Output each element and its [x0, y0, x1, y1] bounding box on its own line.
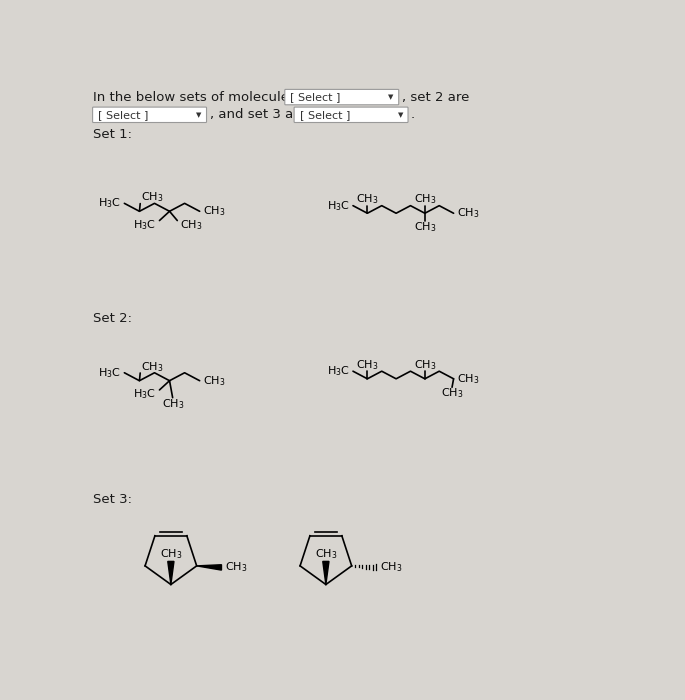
Text: Set 1:: Set 1: [93, 127, 132, 141]
Text: $\mathregular{H_3C}$: $\mathregular{H_3C}$ [99, 197, 121, 210]
Polygon shape [168, 561, 174, 584]
Text: $\mathregular{CH_3}$: $\mathregular{CH_3}$ [203, 374, 225, 388]
Text: $\mathregular{CH_3}$: $\mathregular{CH_3}$ [414, 220, 436, 234]
Text: $\mathregular{H_3C}$: $\mathregular{H_3C}$ [99, 366, 121, 379]
Text: In the below sets of molecules, set 1 are: In the below sets of molecules, set 1 ar… [93, 90, 364, 104]
Text: $\mathregular{CH_3}$: $\mathregular{CH_3}$ [203, 204, 225, 218]
Text: $\mathregular{CH_3}$: $\mathregular{CH_3}$ [414, 358, 436, 372]
Text: $\mathregular{CH_3}$: $\mathregular{CH_3}$ [414, 193, 436, 206]
Text: $\mathregular{CH_3}$: $\mathregular{CH_3}$ [160, 547, 182, 561]
Polygon shape [323, 561, 329, 584]
Text: $\mathregular{CH_3}$: $\mathregular{CH_3}$ [356, 193, 379, 206]
FancyBboxPatch shape [285, 90, 399, 105]
Text: $\mathregular{CH_3}$: $\mathregular{CH_3}$ [314, 547, 337, 561]
Text: $\mathregular{CH_3}$: $\mathregular{CH_3}$ [379, 561, 402, 574]
Text: [ Select ]: [ Select ] [98, 110, 149, 120]
Text: $\mathregular{CH_3}$: $\mathregular{CH_3}$ [180, 218, 203, 232]
Text: $\mathregular{CH_3}$: $\mathregular{CH_3}$ [141, 360, 164, 374]
FancyBboxPatch shape [294, 107, 408, 122]
Text: $\mathregular{CH_3}$: $\mathregular{CH_3}$ [440, 386, 463, 400]
Text: ▼: ▼ [397, 112, 403, 118]
Text: [ Select ]: [ Select ] [299, 110, 350, 120]
Text: $\mathregular{CH_3}$: $\mathregular{CH_3}$ [141, 190, 164, 204]
Polygon shape [197, 565, 221, 570]
Text: $\mathregular{H_3C}$: $\mathregular{H_3C}$ [327, 364, 350, 378]
Text: $\mathregular{CH_3}$: $\mathregular{CH_3}$ [225, 561, 247, 574]
Text: .: . [411, 108, 415, 121]
Text: , set 2 are: , set 2 are [402, 90, 469, 104]
Text: $\mathregular{H_3C}$: $\mathregular{H_3C}$ [134, 388, 156, 402]
Text: [ Select ]: [ Select ] [290, 92, 340, 102]
Text: Set 2:: Set 2: [93, 312, 132, 326]
Text: $\mathregular{CH_3}$: $\mathregular{CH_3}$ [457, 206, 480, 220]
Text: $\mathregular{CH_3}$: $\mathregular{CH_3}$ [356, 358, 379, 372]
Text: ▼: ▼ [388, 94, 394, 100]
Text: $\mathregular{H_3C}$: $\mathregular{H_3C}$ [134, 218, 156, 232]
Text: Set 3:: Set 3: [93, 494, 132, 506]
Text: , and set 3 are: , and set 3 are [210, 108, 306, 121]
Text: ▼: ▼ [196, 112, 201, 118]
Text: $\mathregular{CH_3}$: $\mathregular{CH_3}$ [162, 397, 185, 411]
Text: $\mathregular{CH_3}$: $\mathregular{CH_3}$ [457, 372, 480, 386]
Text: $\mathregular{H_3C}$: $\mathregular{H_3C}$ [327, 199, 350, 213]
FancyBboxPatch shape [92, 107, 206, 122]
